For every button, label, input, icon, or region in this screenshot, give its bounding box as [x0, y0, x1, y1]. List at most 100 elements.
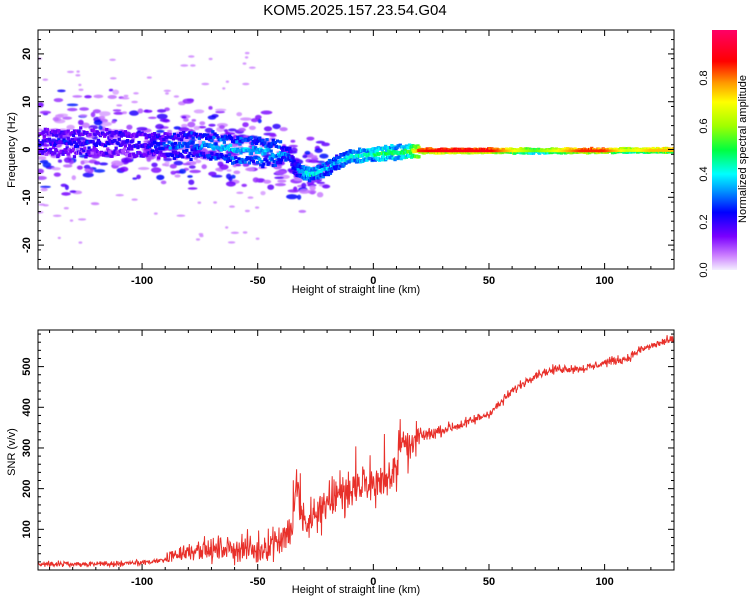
spectrogram-cell [222, 87, 226, 90]
spectrogram-cell [153, 140, 157, 144]
spectrogram-cell [75, 74, 81, 77]
spectrogram-cell [178, 126, 190, 132]
y-tick-label: 100 [21, 520, 33, 538]
spectrogram-cell [78, 241, 83, 244]
spectrogram-cell [170, 153, 174, 158]
spectrogram-cell [226, 156, 231, 161]
spectrogram-cell [175, 154, 180, 158]
spectrogram-cell [84, 141, 88, 145]
spectrogram-cell [277, 158, 282, 162]
spectrogram-cell [291, 166, 295, 170]
spectrogram-cell [251, 159, 256, 164]
spectrogram-cell [271, 138, 275, 142]
spectrogram-cell [155, 147, 159, 151]
spectrogram-cell [209, 157, 213, 161]
spectrogram-cell [538, 151, 542, 155]
spectrogram-cell [95, 150, 99, 154]
spectrogram-cell [244, 56, 249, 59]
spectrogram-cell [41, 130, 45, 134]
spectrogram-cell [177, 141, 182, 145]
spectrogram-cell [188, 131, 192, 135]
spectrogram-cell [84, 168, 91, 172]
spectrogram-cell [269, 149, 273, 153]
spectrogram-cell [371, 153, 375, 157]
spectrogram-cell [166, 145, 170, 149]
spectrogram-cell [72, 155, 77, 159]
spectrogram-cell [162, 137, 166, 141]
spectrogram-cell [390, 150, 394, 154]
spectrogram-cell [42, 134, 46, 138]
spectrogram-cell [173, 141, 178, 146]
spectrogram-cell [334, 158, 338, 162]
spectrogram-cell [126, 147, 131, 151]
spectrogram-cell [40, 151, 44, 155]
spectrogram-cell [255, 150, 259, 154]
spectrogram-cell [300, 169, 304, 173]
spectrogram-cell [195, 159, 202, 164]
x-tick-label: 50 [483, 275, 495, 287]
colorbar-tick-label: 0.0 [698, 262, 710, 277]
spectrogram-cell [133, 92, 139, 95]
spectrogram-cell [119, 166, 129, 172]
spectrogram-cell [196, 135, 200, 139]
spectrogram-cell [234, 147, 238, 151]
spectrogram-cell [102, 132, 106, 136]
spectrogram-y-axis-label: Frequency (Hz) [6, 112, 18, 188]
spectrogram-cell [183, 118, 189, 122]
spectrogram-cell [283, 156, 287, 160]
spectrogram-cell [64, 184, 69, 190]
spectrogram-cell [237, 149, 241, 153]
colorbar-tick-label: 0.8 [698, 70, 710, 85]
spectrogram-cell [57, 159, 63, 163]
spectrogram-cell [80, 160, 85, 165]
spectrogram-cell [197, 136, 201, 140]
spectrogram-cell [257, 118, 262, 124]
spectrogram-cell [270, 157, 274, 161]
spectrogram-cell [170, 142, 174, 146]
spectrogram-cell [192, 151, 196, 156]
spectrogram-cell [298, 209, 307, 213]
spectrogram-cell [105, 151, 109, 155]
spectrogram-cell [407, 154, 412, 158]
spectrogram-cell [126, 132, 131, 136]
spectrogram-cell [160, 180, 167, 185]
spectrogram-cell [66, 103, 79, 107]
spectrogram-cell [310, 177, 314, 181]
spectrogram-cell [88, 154, 92, 158]
spectrogram-cell [206, 133, 210, 137]
spectrogram-cell [256, 160, 260, 165]
spectrogram-cell [72, 95, 83, 98]
spectrogram-cell [88, 132, 92, 137]
spectrogram-cell [157, 143, 161, 147]
spectrogram-cell [115, 162, 124, 166]
spectrogram-cell [191, 119, 197, 122]
spectrogram-cell [144, 153, 148, 157]
spectrogram-cell [169, 164, 177, 169]
spectrogram-cell [224, 154, 229, 158]
spectrogram-cell [157, 156, 161, 160]
spectrogram-cell [260, 191, 266, 196]
spectrogram-cell [135, 143, 139, 147]
spectrogram-cell [342, 163, 346, 167]
spectrogram-cell [249, 151, 253, 156]
spectrogram-cell [185, 148, 189, 152]
spectrogram-cell [387, 149, 391, 153]
spectrogram-cell [227, 153, 232, 157]
spectrogram-cell [273, 141, 277, 145]
spectrogram-cell [358, 147, 362, 151]
spectrogram-cell [243, 160, 247, 164]
spectrogram-cell [389, 145, 393, 150]
spectrogram-cell [258, 157, 262, 161]
spectrogram-cell [263, 126, 273, 132]
spectrogram-cell [42, 144, 50, 147]
spectrogram-cell [110, 134, 114, 138]
spectrogram-cell [54, 141, 58, 145]
spectrogram-cell [265, 138, 269, 142]
spectrogram-cell [80, 148, 84, 152]
spectrogram-cell [46, 151, 51, 155]
spectrogram-cell [38, 176, 47, 180]
spectrogram-cell [307, 171, 311, 175]
spectrogram-cell [79, 107, 89, 111]
spectrogram-cell [373, 158, 377, 162]
